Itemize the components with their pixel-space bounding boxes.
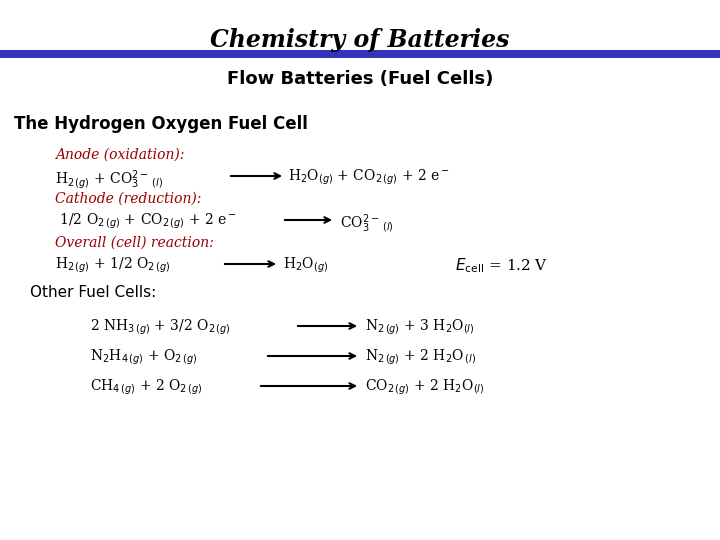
Text: $\mathit{E}$$_{\mathrm{cell}}$ = 1.2 V: $\mathit{E}$$_{\mathrm{cell}}$ = 1.2 V bbox=[455, 256, 548, 275]
Text: Flow Batteries (Fuel Cells): Flow Batteries (Fuel Cells) bbox=[227, 70, 493, 88]
Text: 1/2 O$_{2\,(g)}$ + CO$_{2\,(g)}$ + 2 e$^-$: 1/2 O$_{2\,(g)}$ + CO$_{2\,(g)}$ + 2 e$^… bbox=[55, 212, 237, 231]
Text: Anode (oxidation):: Anode (oxidation): bbox=[55, 148, 184, 162]
Text: H$_{2\,(g)}$ + 1/2 O$_{2\,(g)}$: H$_{2\,(g)}$ + 1/2 O$_{2\,(g)}$ bbox=[55, 256, 171, 275]
Text: Cathode (reduction):: Cathode (reduction): bbox=[55, 192, 202, 206]
Text: Chemistry of Batteries: Chemistry of Batteries bbox=[210, 28, 510, 52]
Text: N$_{2\,(g)}$ + 2 H$_2$O$_{\,(l)}$: N$_{2\,(g)}$ + 2 H$_2$O$_{\,(l)}$ bbox=[365, 348, 476, 367]
Text: Overall (cell) reaction:: Overall (cell) reaction: bbox=[55, 236, 214, 250]
Text: N$_2$H$_{4\,(g)}$ + O$_{2\,(g)}$: N$_2$H$_{4\,(g)}$ + O$_{2\,(g)}$ bbox=[90, 348, 197, 367]
Text: The Hydrogen Oxygen Fuel Cell: The Hydrogen Oxygen Fuel Cell bbox=[14, 115, 308, 133]
Text: H$_2$O$_{(g)}$: H$_2$O$_{(g)}$ bbox=[283, 256, 328, 275]
Text: N$_{2\,(g)}$ + 3 H$_2$O$_{(l)}$: N$_{2\,(g)}$ + 3 H$_2$O$_{(l)}$ bbox=[365, 318, 474, 338]
Text: H$_{2\,(g)}$ + CO$_3^{2-}$$_{\,(l)}$: H$_{2\,(g)}$ + CO$_3^{2-}$$_{\,(l)}$ bbox=[55, 168, 163, 191]
Text: CO$_{2\,(g)}$ + 2 H$_2$O$_{(l)}$: CO$_{2\,(g)}$ + 2 H$_2$O$_{(l)}$ bbox=[365, 378, 485, 397]
Text: CO$_3^{2-}$$_{\,(l)}$: CO$_3^{2-}$$_{\,(l)}$ bbox=[340, 212, 394, 234]
Text: Other Fuel Cells:: Other Fuel Cells: bbox=[30, 285, 156, 300]
Text: CH$_{4\,(g)}$ + 2 O$_{2\,(g)}$: CH$_{4\,(g)}$ + 2 O$_{2\,(g)}$ bbox=[90, 378, 202, 397]
Text: 2 NH$_{3\,(g)}$ + 3/2 O$_{2\,(g)}$: 2 NH$_{3\,(g)}$ + 3/2 O$_{2\,(g)}$ bbox=[90, 318, 231, 338]
Bar bbox=[0, 50, 720, 58]
Text: H$_2$O$_{(g)}$ + CO$_{2\,(g)}$ + 2 e$^-$: H$_2$O$_{(g)}$ + CO$_{2\,(g)}$ + 2 e$^-$ bbox=[288, 168, 450, 187]
